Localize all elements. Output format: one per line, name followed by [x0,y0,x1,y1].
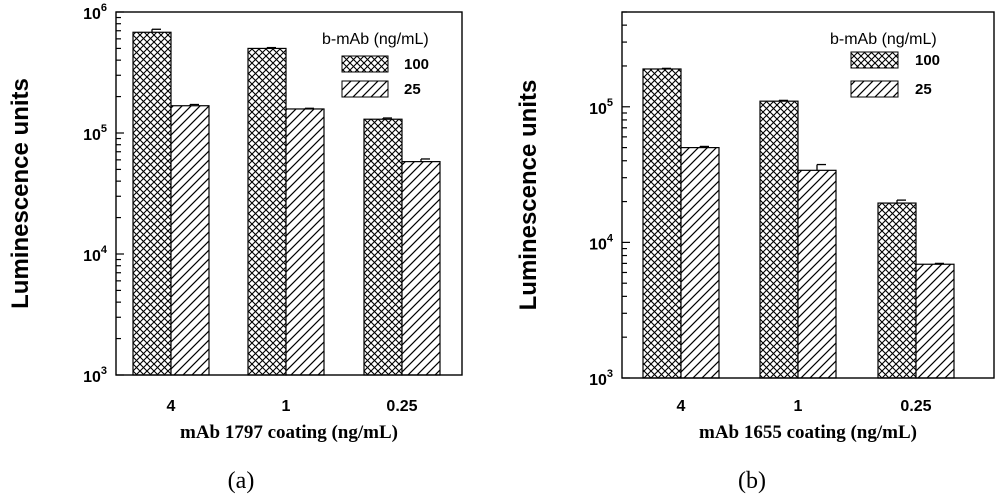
y-tick-label: 105 [589,97,613,118]
legend-label-25: 25 [915,81,932,98]
panel-label: (a) [228,468,255,494]
y-tick-exponent: 6 [101,2,107,14]
x-axis-label: mAb 1655 coating (ng/mL) [699,422,917,443]
y-tick-exponent: 4 [101,244,108,256]
y-tick-label: 103 [589,368,613,389]
y-tick-exponent: 4 [607,232,614,244]
y-tick-base: 10 [83,248,101,265]
legend-title: b-mAb (ng/mL) [322,31,429,48]
bar-100-1 [247,47,287,376]
legend: b-mAb (ng/mL) 100 25 [830,31,940,98]
bar-100-1 [759,100,799,379]
y-axis-label: Luminescence units [515,80,542,311]
bar-25-4 [680,147,720,379]
bar-100-0.25 [877,202,917,379]
bar-25-4 [170,105,210,376]
legend: b-mAb (ng/mL) 100 25 [322,31,429,98]
x-tick-label: 1 [282,398,291,415]
y-tick-base: 10 [589,372,607,389]
y-tick-base: 10 [589,101,607,118]
legend-title: b-mAb (ng/mL) [830,31,937,48]
bar-100-4 [642,68,682,379]
bar-25-0.25 [915,263,955,379]
x-tick-label: 0.25 [386,398,417,415]
y-tick-base: 10 [83,6,101,23]
y-axis-label: Luminescence units [7,78,34,309]
bar-25-1 [285,108,325,376]
y-tick-base: 10 [589,236,607,253]
bar-100-4 [132,31,172,376]
y-tick-exponent: 3 [101,365,107,377]
bar-25-0.25 [401,161,441,376]
legend-swatch-100 [341,55,389,73]
y-tick-exponent: 5 [101,123,107,135]
bar-100-0.25 [363,118,403,376]
y-tick-label: 105 [83,123,107,144]
y-tick-label: 104 [83,244,108,265]
y-tick-label: 106 [83,2,107,23]
x-tick-label: 1 [794,398,803,415]
legend-label-100: 100 [915,52,940,69]
x-tick-label: 0.25 [900,398,931,415]
legend-swatch-25 [850,80,899,98]
y-tick-exponent: 5 [607,97,613,109]
legend-swatch-100 [850,51,899,69]
legend-swatch-25 [341,80,389,98]
x-axis-label: mAb 1797 coating (ng/mL) [180,422,398,443]
y-tick-base: 10 [83,369,101,386]
bar-25-1 [797,169,837,379]
y-tick-exponent: 3 [607,368,613,380]
plot-frame [115,11,463,376]
legend-label-100: 100 [404,56,429,73]
y-tick-label: 103 [83,365,107,386]
panel-label: (b) [738,468,766,494]
x-tick-label: 4 [677,398,686,415]
plot-frame [621,11,995,379]
y-tick-base: 10 [83,127,101,144]
legend-label-25: 25 [404,81,421,98]
y-tick-label: 104 [589,232,614,253]
x-tick-label: 4 [167,398,176,415]
